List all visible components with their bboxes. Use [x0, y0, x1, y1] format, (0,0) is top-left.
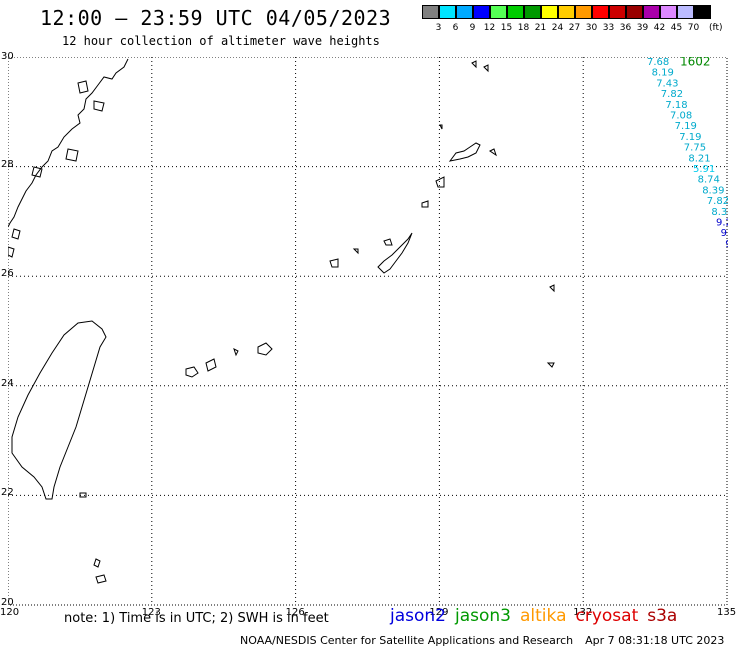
- legend-swatch-0: [422, 5, 439, 19]
- china-coastline-islands: [8, 80, 105, 258]
- latitude-label: 22: [1, 487, 14, 499]
- legend-tick-label: 70: [687, 23, 700, 33]
- yaeyama-islands: [185, 342, 273, 378]
- credit-line: NOAA/NESDIS Center for Satellite Applica…: [240, 634, 724, 647]
- latitude-label: 24: [1, 377, 14, 389]
- latitude-label: 28: [1, 158, 14, 170]
- legend-tick-label: 21: [534, 23, 547, 33]
- legend-tick-label: 15: [500, 23, 513, 33]
- penghu-islands: [79, 492, 87, 498]
- generated-timestamp: Apr 7 08:31:18 UTC 2023: [585, 634, 725, 647]
- legend-swatches: [422, 5, 711, 19]
- longitude-label: 132: [573, 607, 593, 618]
- swh-value-label: 9.35: [721, 228, 728, 239]
- southern-islets: [93, 558, 107, 584]
- legend-swatch-7: [541, 5, 558, 19]
- swh-value-label: 7.18: [665, 100, 687, 111]
- legend-swatch-14: [660, 5, 677, 19]
- swh-value-label: 8.39: [702, 185, 724, 196]
- legend-tick-label: 33: [602, 23, 615, 33]
- latitude-label: 20: [1, 597, 14, 608]
- longitude-label: 135: [717, 607, 737, 618]
- legend-tick-label: 45: [670, 23, 683, 33]
- footer-note: note: 1) Time is in UTC; 2) SWH is in fe…: [64, 611, 329, 626]
- legend-tick-label: 30: [585, 23, 598, 33]
- map-frame: [8, 57, 728, 606]
- color-legend: 3 6 9 12 15 18 21 24 27 30 33 36 39 42 45 70 (ft): [422, 5, 732, 33]
- legend-swatch-15: [677, 5, 694, 19]
- legend-tick-label: 3: [435, 23, 442, 33]
- satellite-jason2: jason2: [390, 606, 446, 626]
- latitude-label: 26: [1, 268, 14, 280]
- legend-swatch-12: [626, 5, 643, 19]
- wave-height-map: 16027.688.197.437.827.187.087.197.197.75…: [8, 57, 728, 606]
- credit-text: NOAA/NESDIS Center for Satellite Applica…: [240, 634, 574, 647]
- track-start-label: 1602: [680, 57, 711, 69]
- satellite-s3a: s3a: [647, 606, 678, 626]
- northern-islets: [439, 60, 555, 368]
- map-grid: [8, 57, 727, 605]
- legend-swatch-16: [694, 5, 711, 19]
- legend-swatch-2: [456, 5, 473, 19]
- china-coastline: [8, 58, 129, 228]
- legend-swatch-3: [473, 5, 490, 19]
- longitude-label: 123: [141, 607, 161, 618]
- swh-value-label: 8.74: [698, 175, 720, 186]
- swh-value-label: 5.91: [693, 164, 715, 175]
- legend-swatch-11: [609, 5, 626, 19]
- legend-swatch-1: [439, 5, 456, 19]
- legend-tick-label: 24: [551, 23, 564, 33]
- legend-swatch-13: [643, 5, 660, 19]
- legend-tick-label: 36: [619, 23, 632, 33]
- legend-tick-label: 6: [452, 23, 459, 33]
- swh-value-label: 7.43: [656, 78, 678, 89]
- legend-unit: (ft): [709, 23, 723, 33]
- legend-tick-label: 12: [483, 23, 496, 33]
- swh-value-label: 7.75: [684, 143, 706, 154]
- amami-islands: [421, 142, 497, 208]
- satellite-jason3: jason3: [455, 606, 511, 626]
- swh-value-label: 9.26: [716, 218, 728, 229]
- swh-value-label: 7.68: [647, 57, 669, 68]
- legend-swatch-8: [558, 5, 575, 19]
- altimeter-track: 16027.688.197.437.827.187.087.197.197.75…: [647, 57, 728, 250]
- legend-tick-label: 27: [568, 23, 581, 33]
- swh-value-label: 7.82: [707, 196, 728, 207]
- legend-swatch-4: [490, 5, 507, 19]
- legend-swatch-5: [507, 5, 524, 19]
- legend-swatch-6: [524, 5, 541, 19]
- satellite-cryosat: cryosat: [575, 606, 639, 626]
- legend-tick-label: 39: [636, 23, 649, 33]
- taiwan-island: [11, 320, 107, 500]
- page-title: 12:00 – 23:59 UTC 04/05/2023: [40, 6, 392, 30]
- swh-value-label: 8.21: [688, 153, 710, 164]
- legend-tick-label: 9: [469, 23, 476, 33]
- swh-value-label: 8.19: [652, 68, 674, 79]
- swh-value-label: 7.82: [661, 89, 683, 100]
- legend-swatch-10: [592, 5, 609, 19]
- swh-value-label: 8.34: [711, 207, 728, 218]
- legend-swatch-9: [575, 5, 592, 19]
- longitude-label: 120: [0, 607, 20, 618]
- swh-value-label: 7.08: [670, 111, 692, 122]
- legend-ticks: 3 6 9 12 15 18 21 24 27 30 33 36 39 42 45 70: [422, 23, 702, 33]
- swh-value-label: 7.19: [675, 121, 697, 132]
- page-subtitle: 12 hour collection of altimeter wave hei…: [62, 34, 380, 48]
- satellite-legend: jason2 jason3 altika cryosat s3a: [390, 606, 686, 626]
- longitude-label: 126: [285, 607, 305, 618]
- swh-value-label: 9.3: [725, 239, 728, 250]
- okinawa-island: [329, 232, 413, 274]
- swh-value-label: 7.19: [679, 132, 701, 143]
- legend-tick-label: 42: [653, 23, 666, 33]
- satellite-altika: altika: [520, 606, 567, 626]
- latitude-label: 30: [1, 51, 14, 62]
- legend-tick-label: 18: [517, 23, 530, 33]
- longitude-label: 129: [429, 607, 449, 618]
